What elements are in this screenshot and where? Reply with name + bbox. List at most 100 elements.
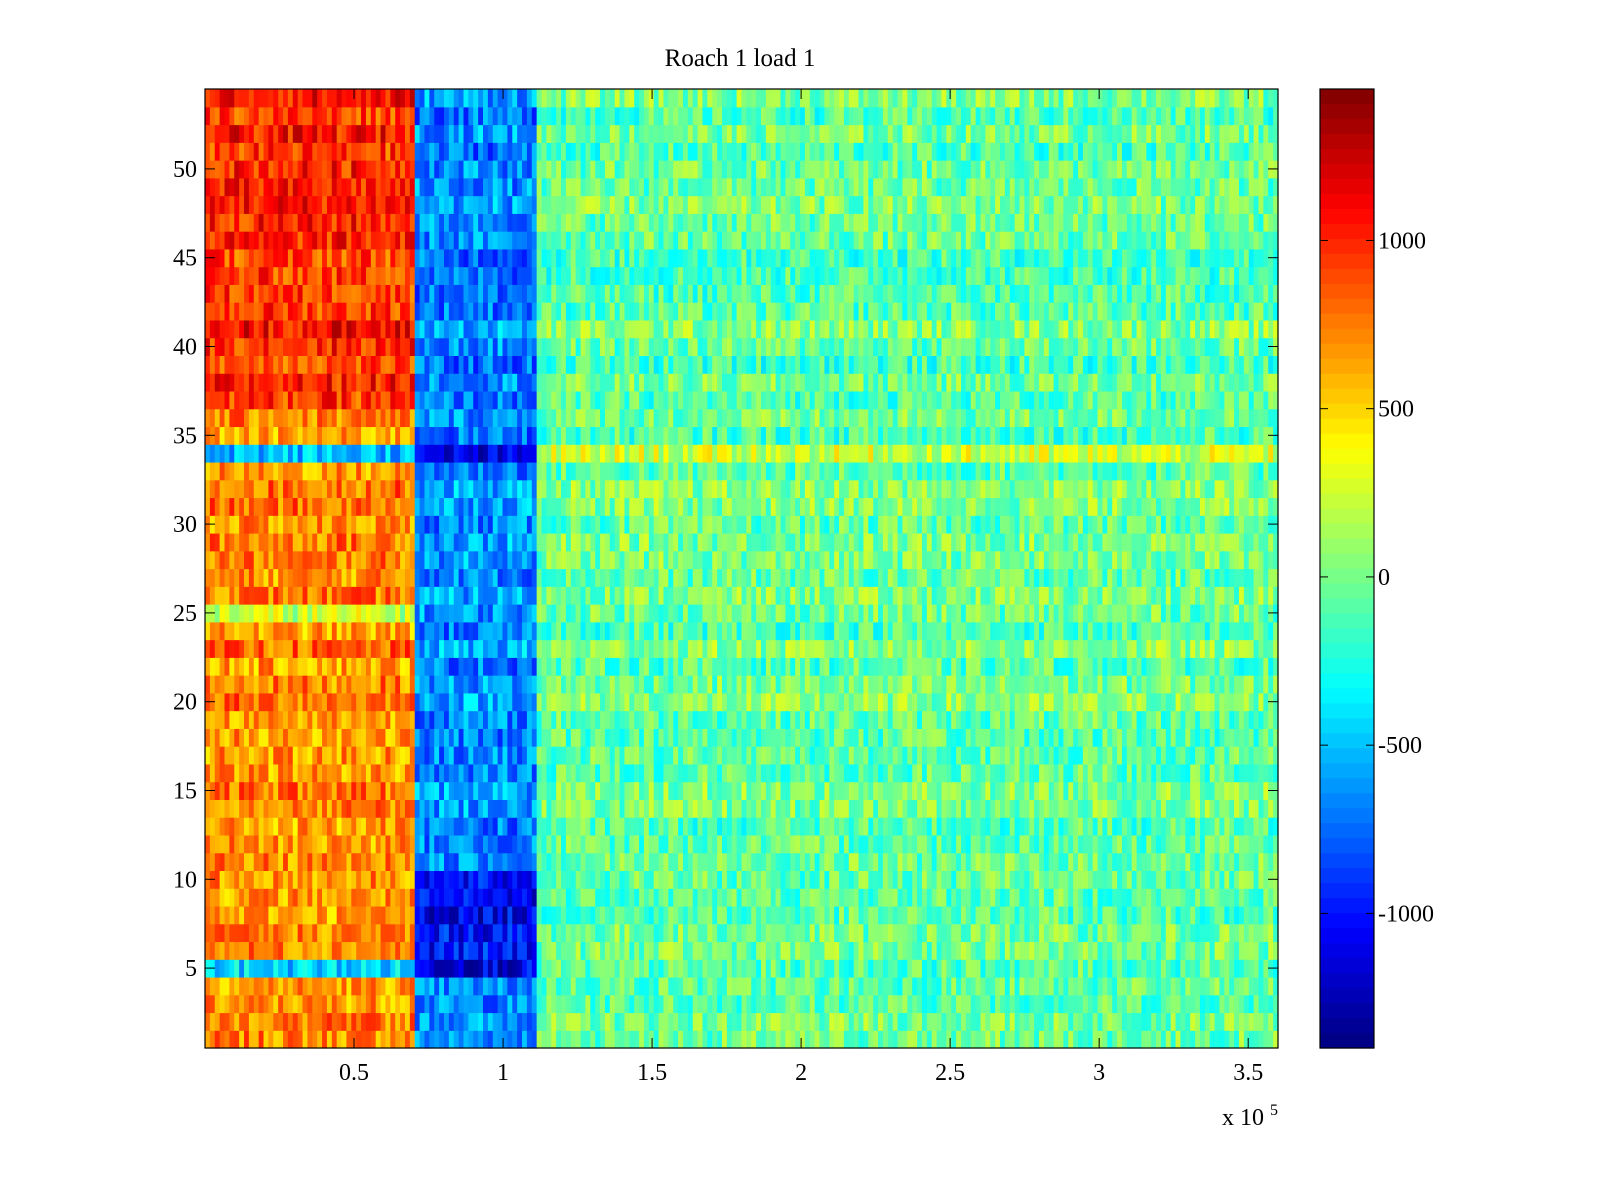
heatmap-cell (1126, 746, 1133, 765)
heatmap-cell (692, 923, 699, 943)
heatmap-cell (843, 763, 850, 783)
heatmap-cell (1136, 692, 1143, 712)
heatmap-cell (385, 959, 391, 978)
heatmap-cell (1039, 870, 1045, 889)
heatmap-cell (790, 675, 796, 694)
heatmap-cell (409, 905, 416, 925)
heatmap-cell (473, 675, 479, 694)
heatmap-cell (1009, 888, 1016, 907)
heatmap-cell (1185, 728, 1191, 747)
heatmap-cell (580, 870, 587, 889)
heatmap-cell (1258, 781, 1264, 800)
heatmap-cell (956, 817, 962, 836)
heatmap-cell (619, 870, 626, 889)
heatmap-cell (263, 675, 270, 694)
heatmap-cell (1009, 728, 1016, 747)
heatmap-cell (1229, 710, 1235, 729)
heatmap-cell (536, 834, 543, 854)
heatmap-cell (278, 710, 284, 729)
heatmap-cell (1248, 657, 1255, 676)
heatmap-cell (1073, 941, 1079, 960)
heatmap-cell (1078, 799, 1084, 818)
heatmap-cell (502, 817, 508, 836)
heatmap-cell (848, 1012, 855, 1031)
heatmap-cell (614, 888, 621, 907)
heatmap-cell (634, 710, 640, 729)
heatmap-cell (565, 781, 572, 800)
heatmap-cell (273, 959, 279, 978)
heatmap-cell (404, 817, 411, 836)
heatmap-cell (1204, 888, 1211, 907)
heatmap-cell (502, 781, 508, 800)
heatmap-cell (790, 941, 796, 960)
heatmap-cell (575, 923, 582, 943)
heatmap-cell (1019, 675, 1025, 694)
heatmap-cell (400, 781, 406, 800)
heatmap-cell (365, 1012, 372, 1031)
heatmap-cell (1238, 692, 1245, 712)
heatmap-cell (453, 888, 460, 907)
heatmap-cell (736, 817, 743, 836)
heatmap-cell (380, 852, 387, 872)
heatmap-cell (912, 781, 918, 800)
heatmap-cell (970, 675, 977, 694)
heatmap-cell (1034, 781, 1040, 800)
heatmap-cell (590, 888, 596, 907)
heatmap-cell (980, 675, 986, 694)
heatmap-cell (882, 834, 889, 854)
heatmap-cell (463, 834, 469, 854)
heatmap-cell (292, 692, 299, 712)
heatmap-cell (721, 817, 728, 836)
heatmap-cell (214, 639, 221, 658)
heatmap-cell (1029, 941, 1035, 960)
heatmap-cell (575, 728, 582, 747)
heatmap-cell (380, 692, 387, 712)
heatmap-cell (1219, 817, 1225, 836)
heatmap-cell (1102, 692, 1108, 712)
heatmap-cell (721, 675, 728, 694)
heatmap-cell (443, 781, 450, 800)
heatmap-cell (697, 1030, 704, 1049)
heatmap-cell (429, 657, 435, 676)
heatmap-cell (443, 888, 450, 907)
heatmap-cell (229, 976, 235, 996)
heatmap-cell (1204, 675, 1211, 694)
heatmap-cell (678, 746, 684, 765)
heatmap-cell (365, 817, 372, 836)
heatmap-cell (517, 799, 523, 818)
heatmap-cell (209, 834, 216, 854)
heatmap-cell (965, 870, 972, 889)
heatmap-cell (707, 852, 713, 872)
heatmap-cell (970, 870, 977, 889)
heatmap-cell (468, 799, 474, 818)
heatmap-cell (736, 852, 743, 872)
heatmap-cell (751, 976, 757, 996)
heatmap-cell (248, 941, 255, 960)
heatmap-cell (229, 888, 235, 907)
heatmap-cell (370, 852, 377, 872)
heatmap-cell (400, 994, 406, 1014)
heatmap-cell (751, 994, 757, 1014)
heatmap-cell (761, 781, 767, 800)
heatmap-cell (1175, 692, 1182, 712)
heatmap-cell (643, 817, 650, 836)
heatmap-cell (882, 675, 889, 694)
heatmap-cell (1053, 959, 1060, 978)
heatmap-cell (965, 763, 972, 783)
heatmap-cell (775, 657, 782, 676)
heatmap-cell (863, 870, 869, 889)
heatmap-cell (897, 1012, 904, 1031)
heatmap-cell (1190, 905, 1196, 925)
heatmap-cell (234, 834, 240, 854)
heatmap-cell (312, 675, 318, 694)
heatmap-cell (1234, 675, 1240, 694)
heatmap-cell (1121, 834, 1128, 854)
heatmap-cell (1039, 1030, 1045, 1049)
heatmap-cell (819, 994, 826, 1014)
heatmap-cell (809, 657, 816, 676)
heatmap-cell (1082, 781, 1089, 800)
heatmap-cell (853, 994, 860, 1014)
heatmap-cell (312, 728, 318, 747)
heatmap-cell (882, 923, 889, 943)
heatmap-cell (400, 657, 406, 676)
